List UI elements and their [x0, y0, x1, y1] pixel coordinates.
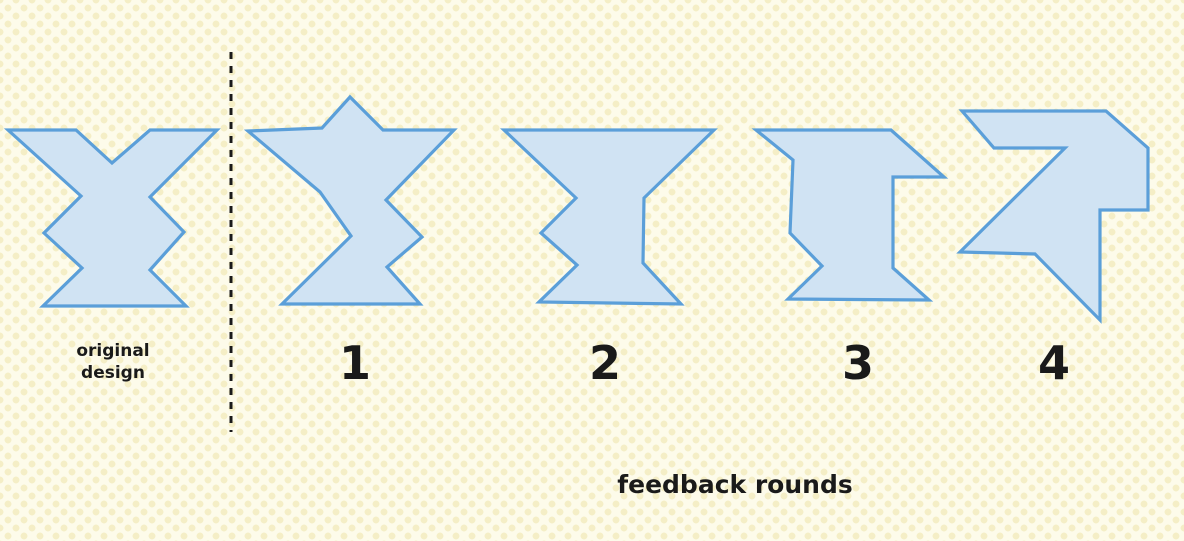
original-caption-line-2: design [81, 363, 145, 383]
original-caption-line-1: original [76, 341, 150, 361]
round-3-number: 3 [841, 336, 874, 390]
round-2-shape [499, 128, 718, 306]
original-design-caption: original design [48, 340, 178, 384]
round-1-shape [243, 94, 458, 306]
round-1-number: 1 [338, 336, 371, 390]
round-3-shape [751, 128, 949, 302]
round-4-number: 4 [1037, 336, 1070, 390]
round-2-number: 2 [588, 336, 621, 390]
original-design-shape [3, 128, 221, 308]
feedback-rounds-caption: feedback rounds [617, 470, 853, 499]
round-4-shape [956, 109, 1150, 324]
